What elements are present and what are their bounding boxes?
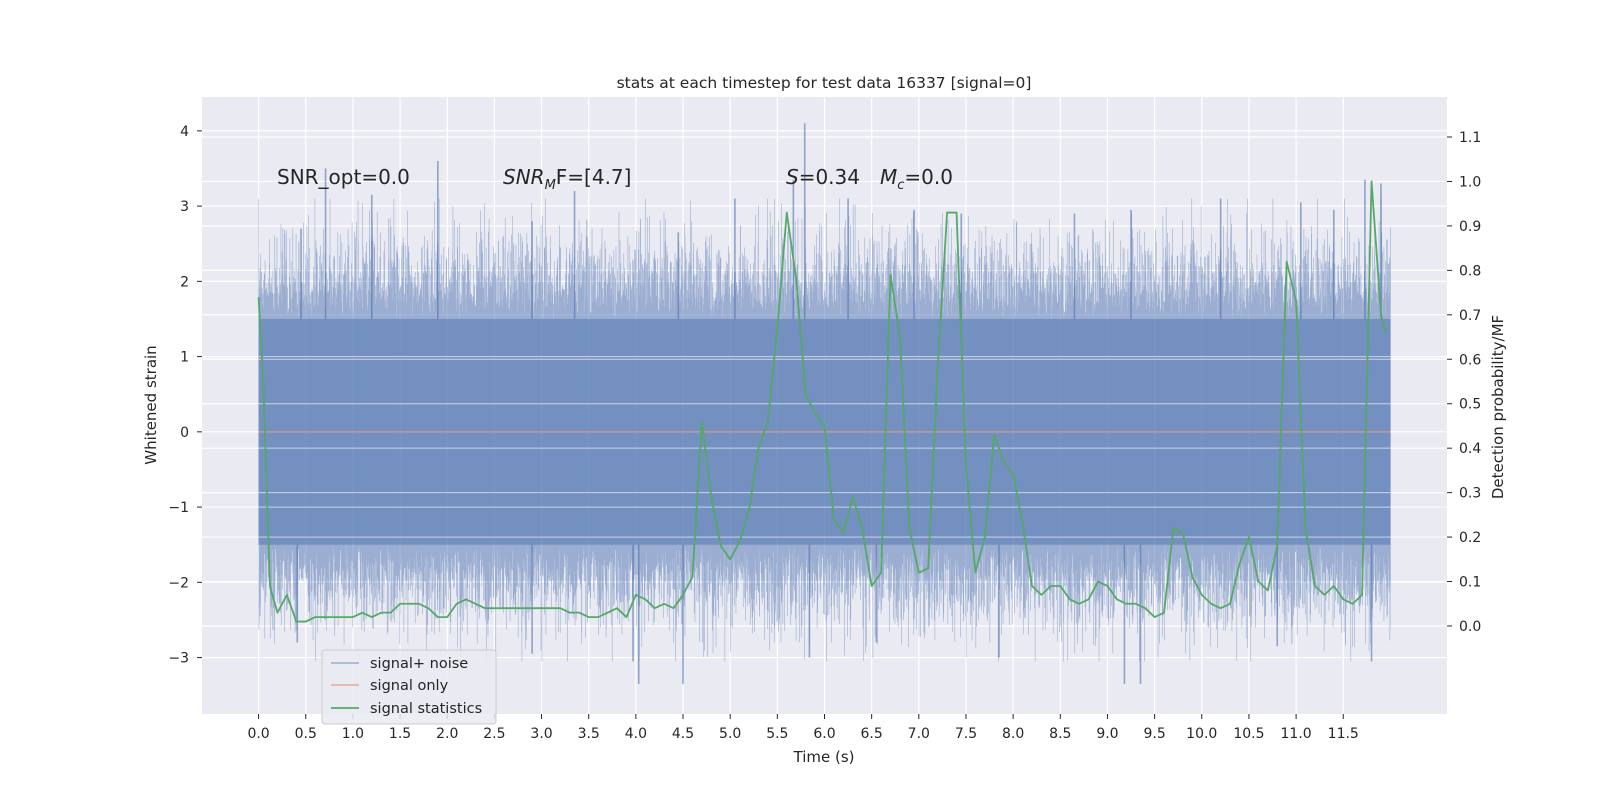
signal-statistics-line [257,180,1387,623]
annotation-mc-sub: c [897,178,904,193]
x-tick-label: 1.5 [389,726,411,742]
legend-box [321,649,497,725]
x-tick-label: 5.5 [766,726,788,742]
x-tick-label: 1.0 [342,726,364,742]
y-axis-label: Whitened strain [142,345,160,464]
x-tick-label: 9.0 [1096,726,1118,742]
y-tick-label: 0 [180,425,189,441]
annotation-s-var: S [786,165,799,189]
y-tick-label: −3 [168,651,189,667]
annotation-snr-mf-rest: F=[4.7] [556,165,632,189]
y2-tick-label: 0.7 [1459,308,1481,324]
y2-tick-label: 0.9 [1459,219,1481,235]
x-tick-label: 3.0 [530,726,552,742]
annotation-mc-val: =0.0 [904,165,953,189]
y2-tick-label: 0.1 [1459,575,1481,591]
legend-label-signal-noise: signal+ noise [370,656,468,672]
x-tick-label: 10.0 [1186,726,1217,742]
x-tick-label: 11.0 [1281,726,1312,742]
annotation-snr-mf-sub: M [545,178,556,193]
x-tick-label: 9.5 [1143,726,1165,742]
y2-tick-label: 1.0 [1459,174,1481,190]
x-tick-label: 5.0 [719,726,741,742]
y-tick-label: 1 [180,350,189,366]
y2-tick-label: 0.3 [1459,486,1481,502]
y-tick-label: −1 [168,500,189,516]
annotation-mc-var: M [880,165,897,189]
y2-tick-label: 0.4 [1459,441,1481,457]
y2-tick-label: 1.1 [1459,130,1481,146]
y-tick-label: 3 [180,199,189,215]
annotation-snr-opt: SNR_opt=0.0 [277,165,410,189]
annotation-mc: Mc=0.0 [880,165,953,193]
annotation-snr-mf-base: SNR [503,165,545,189]
x-axis-ticks: 0.0 0.5 1.0 1.5 2.0 2.5 3.0 3.5 4.0 4.5 5.0 5.5 6.0 6… [247,714,1359,742]
x-tick-label: 8.0 [1002,726,1024,742]
y2-axis-label: Detection probability/MF [1489,315,1507,499]
x-tick-label: 6.0 [813,726,835,742]
y-axis-ticks: 4 3 2 1 0 −1 −2 −3 [168,124,202,667]
legend-label-signal-statistics: signal statistics [370,701,482,717]
x-tick-label: 6.5 [861,726,883,742]
legend: signal+ noise signal only signal statist… [321,649,497,725]
y2-tick-label: 0.6 [1459,352,1481,368]
y2-axis-ticks: 1.1 1.0 0.9 0.8 0.7 0.6 0.5 0.4 0.3 0.2 0.1 0.0 [1447,130,1481,635]
y2-tick-label: 0.8 [1459,263,1481,279]
x-tick-label: 0.0 [247,726,269,742]
x-tick-label: 4.5 [672,726,694,742]
x-axis-label: Time (s) [793,748,855,766]
y2-tick-label: 0.2 [1459,530,1481,546]
y-tick-label: −2 [168,575,189,591]
x-tick-label: 7.5 [955,726,977,742]
y2-tick-label: 0.5 [1459,397,1481,413]
y-tick-label: 4 [180,124,189,140]
annotation-snr-mf: SNRMF=[4.7] [503,165,631,193]
x-tick-label: 4.0 [625,726,647,742]
annotation-s: S=0.34 [786,165,860,189]
x-tick-label: 7.0 [908,726,930,742]
x-tick-label: 11.5 [1328,726,1359,742]
series-signal-statistics [257,180,1387,623]
y-tick-label: 2 [180,274,189,290]
x-tick-label: 2.0 [436,726,458,742]
chart-title: stats at each timestep for test data 163… [617,74,1032,92]
legend-label-signal-only: signal only [370,678,449,694]
x-tick-label: 2.5 [483,726,505,742]
y2-tick-label: 0.0 [1459,619,1481,635]
annotation-s-val: =0.34 [799,165,860,189]
x-tick-label: 0.5 [295,726,317,742]
x-tick-label: 3.5 [578,726,600,742]
x-tick-label: 8.5 [1049,726,1071,742]
x-tick-label: 10.5 [1233,726,1264,742]
